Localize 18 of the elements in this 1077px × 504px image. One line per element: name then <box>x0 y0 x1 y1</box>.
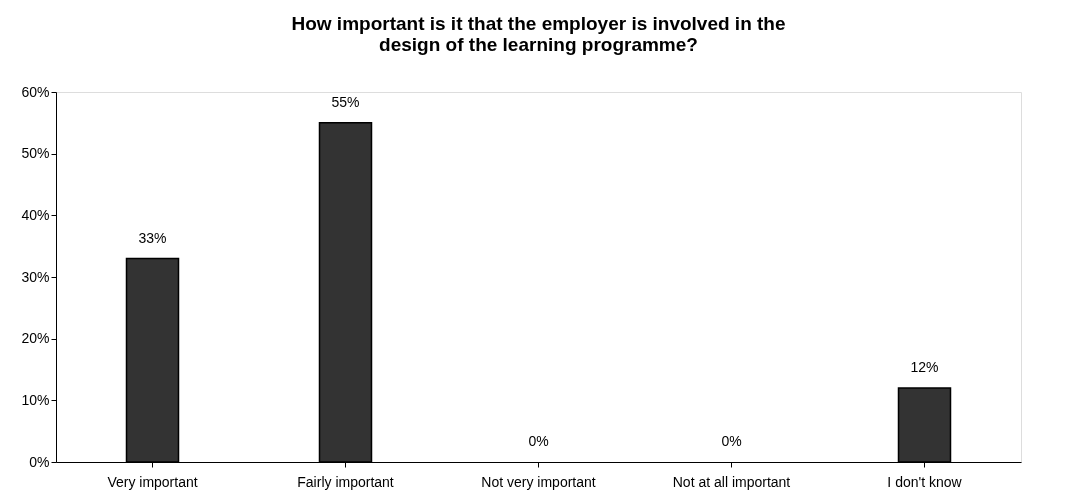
x-tick-label: Fairly important <box>297 473 394 490</box>
x-tick-label: I don't know <box>887 473 963 490</box>
data-label: 55% <box>331 93 360 110</box>
data-label: 33% <box>138 229 167 246</box>
y-tick-label: 40% <box>21 206 50 223</box>
x-tick-label: Not very important <box>481 473 596 490</box>
y-tick-label: 30% <box>21 268 50 285</box>
y-tick-label: 0% <box>29 453 50 470</box>
y-tick-label: 10% <box>21 391 50 408</box>
data-label: 0% <box>721 433 742 449</box>
y-tick-label: 20% <box>21 330 50 347</box>
y-tick-label: 60% <box>21 83 50 100</box>
data-label: 0% <box>528 433 549 449</box>
x-tick-label: Not at all important <box>672 473 791 490</box>
x-tick-label: Very important <box>107 473 198 490</box>
y-tick-label: 50% <box>21 145 50 162</box>
chart-title: How important is it that the employer is involved in the design of the learning programme? <box>291 13 786 55</box>
data-label: 12% <box>910 359 939 375</box>
